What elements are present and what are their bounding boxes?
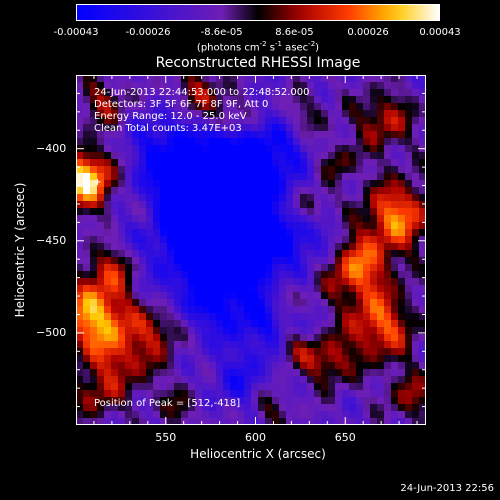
colorbar-tick-label: -0.00043 <box>53 27 99 38</box>
info-line-time: 24-Jun-2013 22:44:53.000 to 22:48:52.000 <box>94 87 310 98</box>
info-line-detectors: Detectors: 3F 5F 6F 7F 8F 9F, Att 0 <box>94 99 269 110</box>
colorbar-tick-label: 0.00026 <box>347 27 389 38</box>
y-tick-label: −400 <box>36 141 67 155</box>
footer-timestamp: 24-Jun-2013 22:56 <box>400 483 494 494</box>
x-axis-label: Heliocentric X (arcsec) <box>190 447 326 461</box>
x-tick-label: 600 <box>244 431 266 444</box>
info-line-counts: Clean Total counts: 3.47E+03 <box>94 123 242 134</box>
colorbar-tick-label: 0.00043 <box>419 27 461 38</box>
colorbar <box>76 4 440 21</box>
y-axis-label: Heliocentric Y (arcsec) <box>13 182 27 318</box>
peak-marker <box>94 178 101 185</box>
colorbar-tick-label: -0.00026 <box>125 27 171 38</box>
colorbar-unit-label: (photons cm-2 s-1 asec-2) <box>196 40 320 54</box>
heatmap-svg <box>76 75 426 425</box>
peak-position-label: Position of Peak = [512,-418] <box>94 398 241 409</box>
y-tick-label: −450 <box>36 233 67 247</box>
x-tick-label: 650 <box>334 431 356 444</box>
colorbar-tick-label: 8.6e-05 <box>275 27 314 38</box>
y-tick-label: −500 <box>36 325 67 339</box>
info-line-energy: Energy Range: 12.0 - 25.0 keV <box>94 111 247 122</box>
colorbar-tick-label: -8.6e-05 <box>200 27 243 38</box>
chart-title: Reconstructed RHESSI Image <box>155 55 361 71</box>
heatmap-plot: 24-Jun-2013 22:44:53.000 to 22:48:52.000… <box>76 75 426 425</box>
x-tick-label: 550 <box>155 431 177 444</box>
